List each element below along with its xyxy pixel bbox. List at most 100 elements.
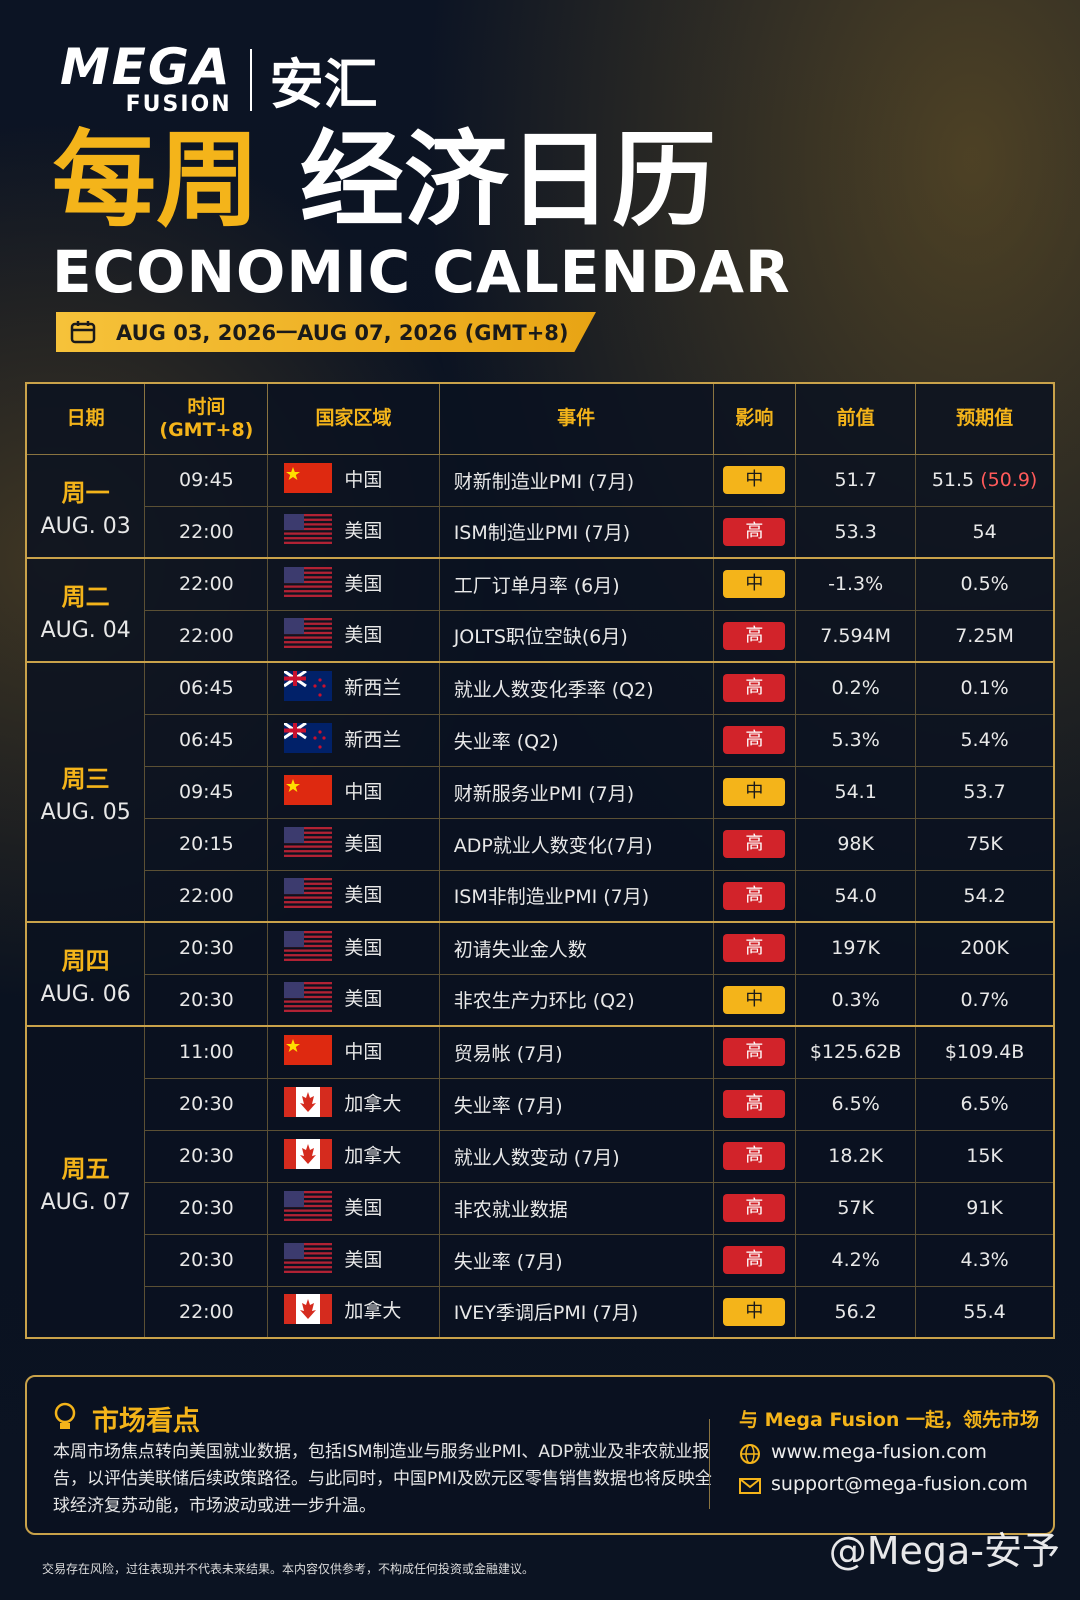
globe-icon (740, 1444, 760, 1464)
time: 06:45 (144, 713, 269, 767)
event-row: 06:45 新西兰 失业率 (Q2) 高 5.3% 5.4% (26, 713, 1055, 767)
bulb-icon (54, 1402, 76, 1429)
time: 20:30 (144, 1233, 269, 1287)
country-cell: 美国 (267, 505, 440, 559)
impact-cell: 高 (712, 1077, 797, 1131)
impact-cell: 高 (712, 505, 797, 559)
impact-badge: 高 (723, 674, 786, 703)
title-en: ECONOMIC CALENDAR (52, 238, 791, 306)
flag-graphic (284, 618, 333, 649)
impact-badge: 中 (723, 466, 786, 494)
forecast: 55.4 (963, 1300, 1006, 1323)
forecast: 53.7 (963, 781, 1006, 803)
country: 中国 (344, 468, 383, 491)
flag-graphic (284, 1086, 333, 1117)
event: ADP就业人数变化(7月) (438, 817, 714, 871)
impact-badge: 高 (723, 881, 786, 910)
impact-cell: 高 (712, 1025, 797, 1079)
website: www.mega-fusion.com (771, 1441, 987, 1463)
day-date: AUG. 04 (40, 618, 131, 643)
flag-graphic (284, 1294, 333, 1325)
time: 06:45 (144, 661, 269, 715)
country: 中国 (344, 1040, 383, 1063)
country-cell: 新西兰 (267, 661, 440, 715)
event: 失业率 (7月) (438, 1233, 714, 1287)
country: 加拿大 (344, 1144, 402, 1167)
logo-sub: FUSION (125, 92, 232, 117)
column-header: 时间 (GMT+8) (144, 382, 269, 455)
forecast: 75K (966, 833, 1003, 855)
impact-cell: 高 (712, 817, 797, 871)
event-row: 周四 AUG. 06 20:30 美国 初请失业金人数高 197K 200K (25, 921, 1055, 1027)
time: 22:00 (144, 505, 269, 559)
calendar-icon (70, 321, 96, 344)
event: 工厂订单月率 (6月) (438, 557, 714, 611)
impact-badge: 中 (723, 1297, 786, 1326)
flag-graphic (284, 1138, 333, 1169)
event-row: 22:00 美国 ISM非制造业PMI (7月) 高 54.0 54.2 (26, 869, 1055, 923)
logo: MEGA FUSION 安汇 (60, 40, 378, 119)
previous: 0.3% (795, 973, 917, 1027)
time: 11:00 (144, 1025, 269, 1079)
flag-graphic (283, 669, 333, 701)
event: 就业人数变化季率 (Q2) (438, 661, 714, 715)
forecast-cell: 0.7% (915, 973, 1055, 1027)
logo-mark: MEGA (60, 38, 232, 96)
country-cell: 美国 (267, 1181, 440, 1235)
time: 20:30 (144, 921, 269, 975)
event-row: 20:30 加拿大 失业率 (7月) 高 6.5% 6.5% (26, 1077, 1055, 1131)
day-date: AUG. 06 (40, 982, 131, 1007)
slogan: 与 Mega Fusion 一起，领先市场 (739, 1409, 1040, 1431)
column-header: 国家区域 (267, 382, 440, 455)
title-cn-1: 每周 (52, 119, 261, 241)
country: 加拿大 (344, 1092, 402, 1115)
date-range: AUG 03, 2026一AUG 07, 2026 (GMT+8) (116, 321, 569, 345)
watermark: @Mega-安予 (828, 1529, 1060, 1573)
impact-badge: 中 (723, 570, 786, 599)
country-cell: 中国 (267, 1025, 440, 1079)
day-name: 周一 (61, 478, 110, 507)
day-cell: 周三 AUG. 05 (25, 661, 146, 923)
time: 22:00 (144, 557, 269, 611)
flag (284, 1242, 333, 1278)
day-date: AUG. 05 (40, 800, 131, 825)
flag (284, 826, 333, 862)
forecast: 91K (966, 1197, 1003, 1219)
previous: 51.7 (795, 453, 917, 507)
flag (284, 930, 333, 966)
day-cell: 周一 AUG. 03 (25, 453, 146, 559)
impact-cell: 高 (712, 869, 797, 923)
time: 22:00 (144, 609, 269, 663)
market-box: 市场看点 本周市场焦点转向美国就业数据，包括ISM制造业与服务业PMI、ADP就… (25, 1375, 1055, 1535)
impact-badge: 高 (723, 1194, 786, 1222)
impact-cell: 中 (712, 973, 797, 1027)
forecast-cell: 200K (915, 921, 1055, 975)
forecast: 51.5 (931, 469, 975, 491)
divider (709, 1419, 710, 1509)
forecast: 54.2 (963, 884, 1006, 907)
disclaimer: 交易存在风险，过往表现并不代表未来结果。本内容仅供参考，不构成任何投资或金融建议… (42, 1562, 535, 1576)
header-row: 日期 时间 (GMT+8) 国家区域 事件 影响 前值 预期值 (25, 382, 1055, 455)
forecast: 15K (966, 1145, 1003, 1167)
day-cell: 周五 AUG. 07 (25, 1025, 146, 1339)
impact-badge: 中 (723, 985, 786, 1014)
column-header: 事件 (438, 382, 714, 455)
country-cell: 加拿大 (267, 1285, 440, 1339)
country: 美国 (344, 624, 383, 647)
event: 初请失业金人数 (438, 921, 714, 975)
day-cell: 周四 AUG. 06 (25, 921, 146, 1027)
previous: 0.2% (795, 661, 917, 715)
event-row: 20:30 加拿大 就业人数变动 (7月) 高 18.2K 15K (26, 1129, 1055, 1183)
column-header-line: 时间 (187, 395, 226, 418)
day-name: 周二 (61, 583, 110, 611)
impact-cell: 高 (712, 609, 797, 663)
forecast-cell: 0.5% (915, 557, 1055, 611)
impact-cell: 中 (712, 765, 797, 819)
forecast: 5.4% (960, 729, 1009, 751)
flag (283, 721, 333, 758)
day-name: 周四 (61, 947, 110, 975)
time: 09:45 (144, 765, 269, 819)
time: 20:30 (144, 1181, 269, 1235)
event: 财新制造业PMI (7月) (438, 453, 714, 507)
